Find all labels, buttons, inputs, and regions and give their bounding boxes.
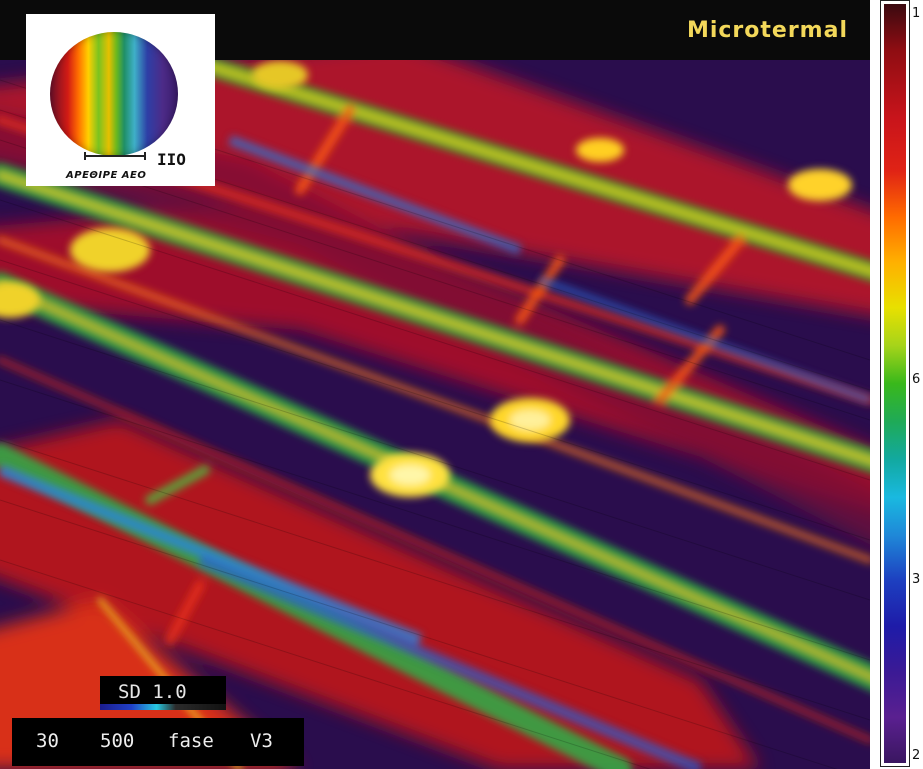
thermal-disc-icon <box>50 32 178 156</box>
legend-color-strip <box>100 704 226 710</box>
inset-scale-label: ΙΙΟ <box>157 150 186 169</box>
inset-caption: ΑΡΕΘΙΡΕ ΑΕΟ <box>66 170 147 181</box>
colorbar <box>880 0 910 767</box>
scale-bar-icon <box>84 152 146 160</box>
status-item-1: 30 <box>36 730 59 752</box>
status-item-4: V3 <box>250 730 273 752</box>
legend-label: SD 1.0 <box>118 681 187 703</box>
app-title: Microtermal <box>686 18 848 43</box>
status-item-2: 500 <box>100 730 135 752</box>
colorbar-tick-lower: 3 <box>912 572 921 587</box>
status-bar: 30 500 fase V3 <box>12 718 304 766</box>
legend-box: SD 1.0 <box>100 676 226 710</box>
thermal-image-viewport[interactable]: Microtermal ΙΙΟ ΑΡΕΘΙΡΕ ΑΕΟ SD 1.0 30 50… <box>0 0 870 769</box>
status-item-3: fase <box>168 730 214 752</box>
inset-preview[interactable]: ΙΙΟ ΑΡΕΘΙΡΕ ΑΕΟ <box>26 14 215 186</box>
colorbar-tick-mid: 6 <box>912 372 921 387</box>
colorbar-tick-bottom: 2 <box>912 748 921 763</box>
colorbar-tick-top: 1 <box>912 6 921 21</box>
colorbar-gradient <box>884 4 906 763</box>
thermal-map <box>0 40 870 769</box>
